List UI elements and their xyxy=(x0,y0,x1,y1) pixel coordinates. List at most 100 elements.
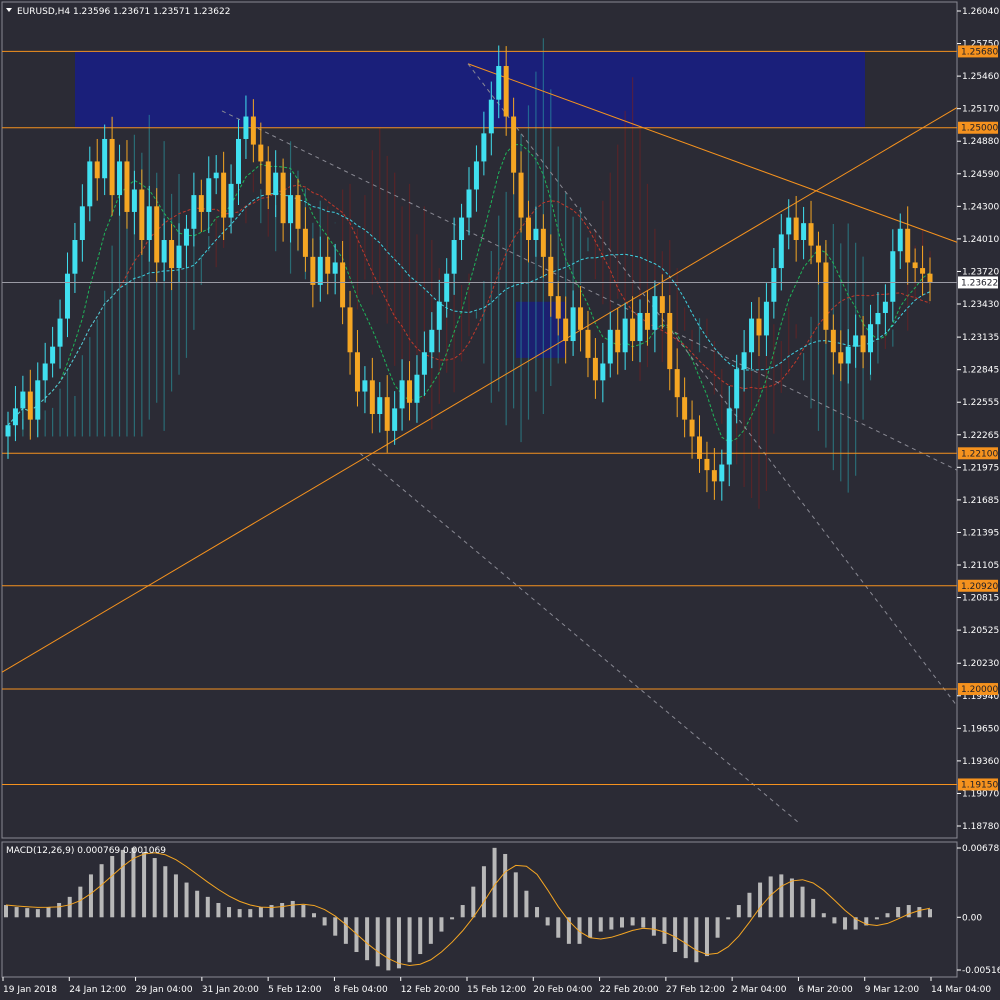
candle-body xyxy=(540,228,546,257)
candle-body xyxy=(875,312,881,325)
candle-body xyxy=(578,307,584,330)
current-price-tag-label: 1.23622 xyxy=(961,278,998,288)
candle-body xyxy=(444,273,450,302)
level-tag xyxy=(958,45,998,58)
macd-bar xyxy=(450,917,455,920)
ma-mid-line xyxy=(7,184,931,426)
level-tag-label: 1.20920 xyxy=(961,582,998,592)
level-tag-label: 1.25000 xyxy=(961,124,998,134)
channel-dash-line-3 xyxy=(467,63,958,707)
macd-bar xyxy=(471,886,476,918)
candle-body xyxy=(109,138,115,196)
price-tick-label: 1.23430 xyxy=(962,300,999,310)
candle-body xyxy=(183,228,189,246)
candle-body xyxy=(860,335,866,353)
candle-body xyxy=(354,352,360,392)
candle-body xyxy=(459,217,465,241)
macd-bar xyxy=(163,866,168,918)
candle-body xyxy=(622,318,628,353)
candle-body xyxy=(139,189,145,241)
candle-body xyxy=(102,138,108,179)
level-tag xyxy=(958,579,998,592)
candle-body xyxy=(607,329,613,364)
macd-tick-label: -0.005162 xyxy=(962,966,1000,976)
candle-body xyxy=(615,329,621,353)
candle-body xyxy=(838,352,844,364)
macd-bar xyxy=(853,917,858,930)
macd-bar xyxy=(704,917,709,957)
candle-body xyxy=(384,397,390,431)
candle-body xyxy=(191,195,197,229)
main-panel-frame xyxy=(1,1,958,839)
candle-body xyxy=(920,268,926,274)
candle-body xyxy=(525,217,531,241)
candle-body xyxy=(853,335,859,347)
candle-body xyxy=(771,268,777,302)
candle-body xyxy=(801,223,807,241)
ma-slow-line xyxy=(7,192,931,426)
price-tick-label: 1.23720 xyxy=(962,267,999,277)
macd-caption: MACD(12,26,9) 0.000769 0.001069 xyxy=(6,846,166,856)
macd-bar xyxy=(736,905,741,918)
macd-bar xyxy=(258,907,263,918)
channel-dash-line-1 xyxy=(221,110,958,471)
level-tag-label: 1.22100 xyxy=(961,449,998,459)
macd-bar xyxy=(726,917,731,920)
price-tick-label: 1.18780 xyxy=(962,822,999,832)
candle-body xyxy=(845,346,851,364)
price-tick-label: 1.24590 xyxy=(962,170,999,180)
candle-body xyxy=(473,161,479,190)
macd-bar xyxy=(917,907,922,918)
macd-bar xyxy=(598,917,603,932)
macd-bar xyxy=(588,917,593,938)
price-tick-label: 1.21395 xyxy=(962,528,999,538)
macd-bar xyxy=(280,902,285,918)
price-tick-label: 1.22555 xyxy=(962,398,999,408)
macd-bar xyxy=(651,917,656,936)
level-tag-label: 1.19150 xyxy=(961,780,998,790)
macd-bar xyxy=(78,886,83,918)
level-tag xyxy=(958,121,998,134)
macd-bar xyxy=(35,909,40,918)
candle-body xyxy=(518,172,524,218)
candle-body xyxy=(808,223,814,246)
candle-body xyxy=(882,301,888,313)
macd-bar xyxy=(301,905,306,918)
candle-body xyxy=(12,408,18,426)
time-tick-label: 2 Mar 04:00 xyxy=(732,985,787,995)
candle-body xyxy=(667,312,673,370)
candle-body xyxy=(35,380,41,420)
candle-body xyxy=(273,172,279,196)
time-tick-label: 6 Mar 20:00 xyxy=(798,985,853,995)
symbol-ohlc-caption: EURUSD,H4 1.23596 1.23671 1.23571 1.2362… xyxy=(17,7,230,17)
macd-bar xyxy=(195,890,200,918)
candle-body xyxy=(652,296,658,330)
macd-bar xyxy=(811,898,816,918)
macd-bar xyxy=(460,905,465,918)
macd-bar xyxy=(864,917,869,926)
macd-bar xyxy=(928,909,932,918)
level-tag xyxy=(958,683,998,696)
candle-body xyxy=(213,172,219,179)
macd-bar xyxy=(524,890,529,918)
level-tag-label: 1.20000 xyxy=(961,685,998,695)
macd-bar xyxy=(492,847,497,918)
candle-body xyxy=(399,380,405,409)
price-tick-label: 1.22265 xyxy=(962,431,999,441)
candle-body xyxy=(793,217,799,241)
candle-body xyxy=(250,116,256,145)
candle-body xyxy=(533,228,539,241)
macd-tick-label: 0.006785 xyxy=(962,844,1000,854)
macd-bar xyxy=(545,917,550,926)
candle-body xyxy=(265,161,271,196)
macd-bar xyxy=(248,909,253,918)
candle-body xyxy=(407,380,413,403)
price-tick-label: 1.19070 xyxy=(962,789,999,799)
candle-body xyxy=(927,273,933,283)
candle-body xyxy=(161,240,167,263)
candle-body xyxy=(57,318,63,347)
candle-body xyxy=(585,329,591,358)
candle-body xyxy=(786,217,792,235)
